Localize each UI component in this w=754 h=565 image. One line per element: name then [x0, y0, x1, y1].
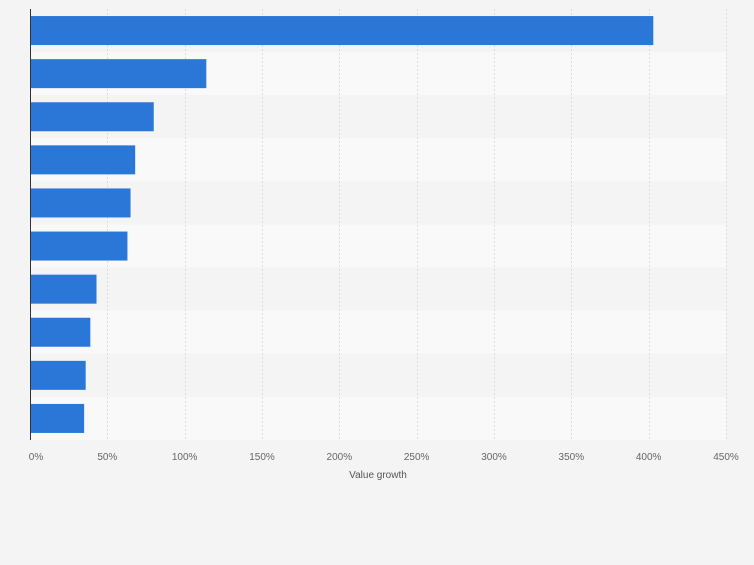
row-band: [30, 267, 726, 311]
bar: [30, 16, 654, 46]
x-tick-label: 250%: [404, 452, 430, 463]
bar: [30, 403, 85, 433]
x-tick-label: 0%: [29, 452, 44, 463]
x-tick-label: 450%: [713, 452, 739, 463]
x-tick-label: 300%: [481, 452, 507, 463]
bar: [30, 360, 86, 390]
bar: [30, 317, 91, 347]
x-tick-label: 150%: [249, 452, 275, 463]
bar: [30, 59, 207, 89]
bars: [30, 16, 654, 433]
x-tick-label: 200%: [327, 452, 353, 463]
bar: [30, 231, 128, 261]
row-band: [30, 224, 726, 268]
x-axis-label: Value growth: [349, 470, 407, 481]
row-band: [30, 138, 726, 182]
row-band: [30, 353, 726, 397]
row-bands: [30, 9, 726, 440]
bar: [30, 274, 97, 304]
x-tick-label: 350%: [559, 452, 585, 463]
x-tick-labels: 0% 50% 100% 150% 200% 250% 300% 350% 400% 450%: [29, 452, 739, 463]
x-tick-label: 400%: [636, 452, 662, 463]
row-band: [30, 310, 726, 354]
bar: [30, 102, 154, 132]
bar: [30, 145, 136, 175]
row-band: [30, 181, 726, 225]
bar: [30, 188, 131, 218]
row-band: [30, 396, 726, 440]
x-tick-label: 50%: [97, 452, 117, 463]
x-tick-label: 100%: [172, 452, 198, 463]
